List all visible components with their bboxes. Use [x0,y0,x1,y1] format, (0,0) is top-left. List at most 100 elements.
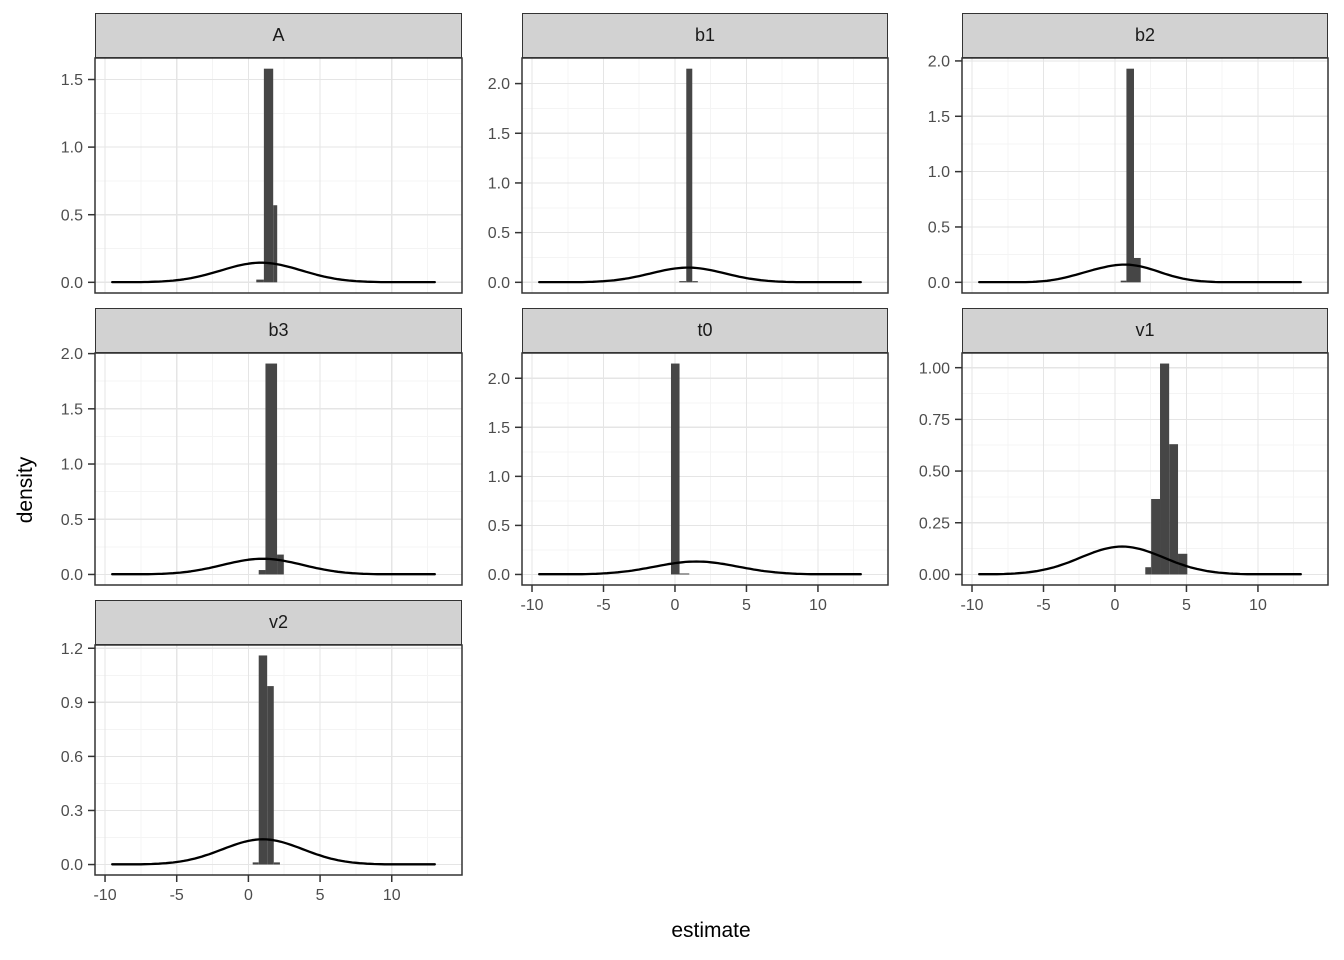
facet-strip-label: t0 [697,320,713,340]
x-tick-label: 5 [1182,597,1191,614]
histogram-bar [263,68,274,283]
y-tick-label: 1.5 [928,109,950,126]
facet-strip-label: b3 [268,320,289,340]
histogram-bar [1169,444,1179,575]
x-tick-label: 10 [1249,597,1267,614]
y-tick-label: 0.3 [61,803,83,820]
histogram-bar [258,655,268,865]
y-tick-label: 0.5 [488,518,510,535]
density-curve [538,560,862,576]
panel-border [961,352,1329,586]
histogram-bar [679,281,687,283]
histogram-bar [258,570,266,575]
y-tick-label: 0.5 [928,220,950,237]
histogram-bar [670,363,680,575]
histogram-bar [1126,68,1134,283]
histogram-bar [273,862,280,865]
histogram-bar [256,279,264,283]
panel-border [94,644,463,876]
y-tick-label: 1.0 [61,457,83,474]
y-tick-label: 1.5 [488,126,510,143]
facet-strip-v2: v2 [95,600,462,645]
x-tick-label: 10 [809,597,827,614]
histogram-bar [265,363,278,575]
y-tick-label: 1.5 [488,420,510,437]
facet-strip-v1: v1 [962,308,1328,353]
y-tick-label: 2.0 [488,76,510,93]
y-tick-label: 0.5 [488,225,510,242]
histogram-bar [273,205,278,283]
x-tick-label: -10 [960,597,983,614]
x-tick-label: -10 [93,887,116,904]
panel-background [95,353,462,585]
histogram-bar [1145,567,1152,575]
y-tick-label: 1.2 [61,641,83,658]
facet-strip-label: b1 [694,25,716,45]
x-tick-label: 0 [244,887,253,904]
facet-strip-label: b2 [1134,25,1156,45]
y-tick-label: 0.0 [61,857,83,874]
facet-strip-t0: t0 [522,308,888,353]
density-curve [538,266,862,284]
panel-border [94,57,463,294]
y-tick-label: 0.0 [928,275,950,292]
x-axis-title: estimate [671,919,751,942]
panel-background [95,58,462,293]
y-tick-label: 1.0 [488,176,510,193]
facet-strip-label: A [272,25,285,45]
panel-border [94,352,463,586]
histogram-bar [1160,363,1170,575]
x-tick-label: 10 [383,887,401,904]
panel-border [521,352,889,586]
histogram-bar [1133,257,1141,283]
histogram-bar [686,68,693,283]
panel-background [962,58,1328,293]
histogram-bar [277,554,284,575]
histogram-bar [679,573,690,575]
y-tick-label: 1.5 [61,401,83,418]
x-tick-label: -10 [520,597,543,614]
facet-strip-b1: b1 [522,13,888,58]
panel-background [962,353,1328,585]
y-tick-label: 1.0 [928,164,950,181]
facet-strip-b2: b2 [962,13,1328,58]
y-tick-label: 0.50 [919,464,950,481]
density-curve [111,838,436,866]
y-tick-label: 1.0 [488,469,510,486]
y-tick-label: 0.75 [919,412,950,429]
histogram-bar [1120,280,1127,283]
y-tick-label: 0.6 [61,749,83,766]
panel-background [95,645,462,875]
x-tick-label: -5 [596,597,610,614]
x-tick-label: 0 [1111,597,1120,614]
facet-strip-label: v1 [1135,320,1155,340]
density-curve [111,261,436,284]
y-tick-label: 0.9 [61,695,83,712]
y-tick-label: 2.0 [61,346,83,363]
panel-background [522,353,888,585]
density-curve [978,263,1302,284]
y-tick-label: 0.5 [61,512,83,529]
histogram-bar [252,862,259,865]
y-tick-label: 1.5 [61,72,83,89]
y-tick-label: 0.00 [919,567,950,584]
x-tick-label: 5 [742,597,751,614]
facet-strip-label: v2 [268,612,288,632]
y-tick-label: 0.0 [61,567,83,584]
histogram-bar [1151,498,1161,575]
histogram-bar [267,686,274,865]
facet-strip-A: A [95,13,462,58]
y-axis-title: density [14,456,37,524]
panel-border [521,57,889,294]
y-tick-label: 0.0 [61,275,83,292]
x-tick-label: -5 [170,887,184,904]
histogram-bar [692,281,698,283]
y-tick-label: 2.0 [488,371,510,388]
y-tick-label: 2.0 [928,54,950,71]
y-tick-label: 1.00 [919,360,950,377]
y-tick-label: 0.25 [919,515,950,532]
x-tick-label: -5 [1036,597,1050,614]
y-tick-label: 0.0 [488,275,510,292]
